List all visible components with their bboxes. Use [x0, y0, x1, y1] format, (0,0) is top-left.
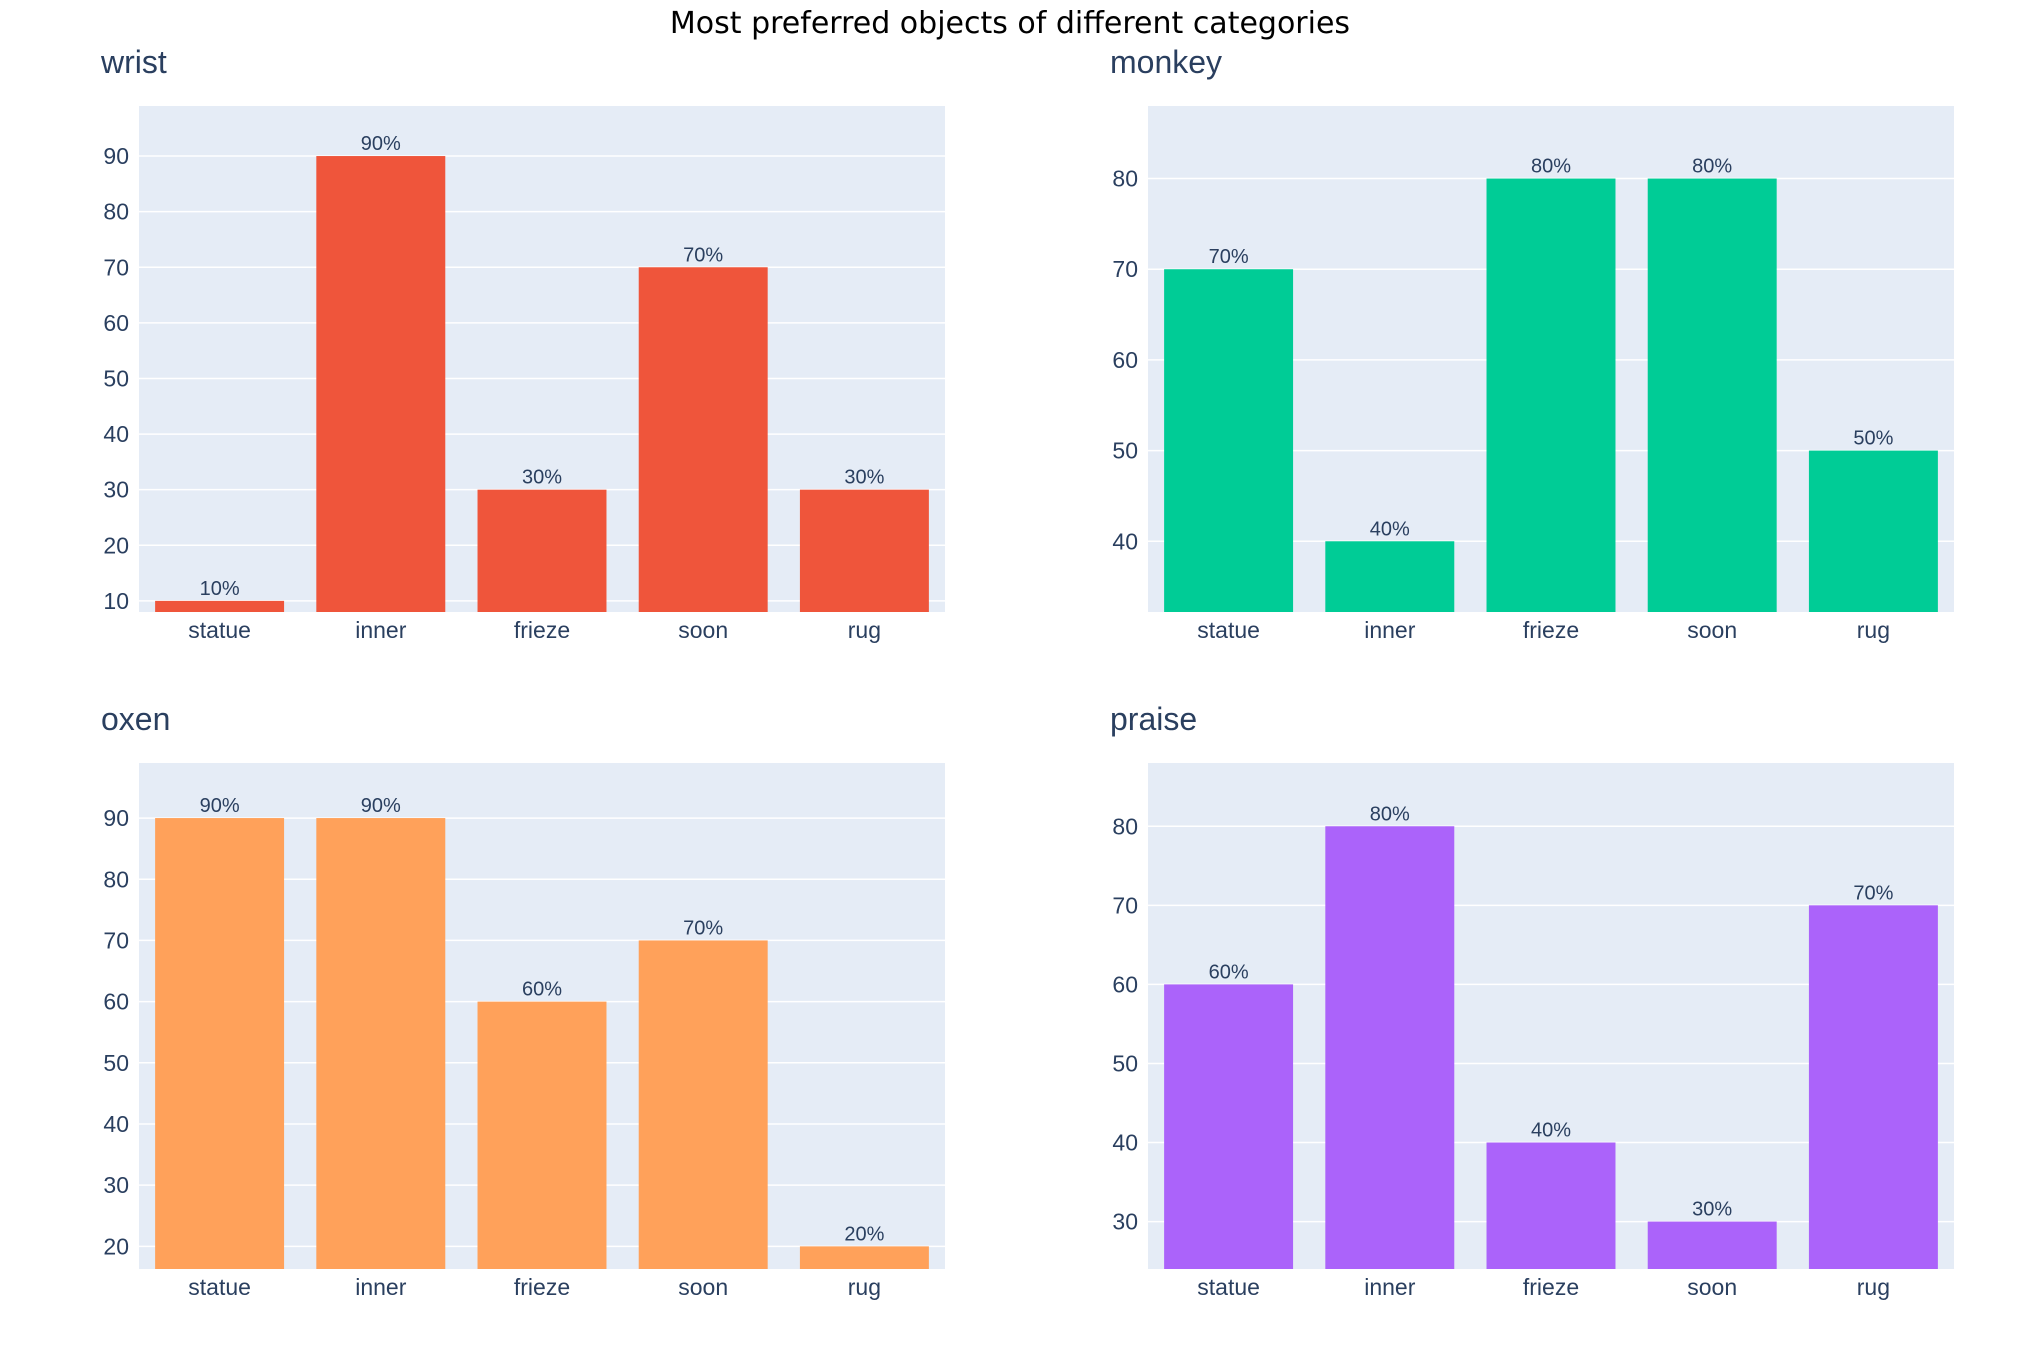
- y-tick-label: 60: [1112, 971, 1138, 997]
- x-tick-label: inner: [355, 1274, 406, 1300]
- x-tick-label: statue: [1197, 1274, 1260, 1300]
- y-tick-label: 90: [103, 805, 129, 831]
- subplot-title: wrist: [100, 44, 167, 80]
- bar-value-label: 70%: [1209, 246, 1249, 268]
- y-tick-label: 50: [103, 365, 129, 391]
- y-tick-label: 60: [103, 989, 129, 1015]
- y-tick-label: 40: [1112, 528, 1138, 554]
- y-tick-label: 70: [103, 254, 129, 280]
- bar-value-label: 70%: [1853, 882, 1893, 904]
- x-tick-label: soon: [678, 1274, 728, 1300]
- bar-inner: [316, 818, 446, 1269]
- y-tick-label: 50: [1112, 1050, 1138, 1076]
- bar-rug: [799, 489, 929, 612]
- y-tick-label: 90: [103, 143, 129, 169]
- bar-soon: [1647, 178, 1777, 612]
- bar-value-label: 10%: [200, 578, 240, 600]
- y-tick-label: 20: [103, 532, 129, 558]
- bar-rug: [1808, 905, 1938, 1269]
- x-tick-label: frieze: [1523, 1274, 1579, 1300]
- bar-rug: [1808, 450, 1938, 612]
- bar-soon: [638, 940, 768, 1269]
- x-tick-label: frieze: [514, 617, 570, 643]
- y-tick-label: 80: [1112, 813, 1138, 839]
- y-tick-label: 80: [1112, 166, 1138, 192]
- bar-inner: [316, 156, 446, 613]
- bar-statue: [1164, 984, 1294, 1269]
- x-tick-label: rug: [1857, 617, 1890, 643]
- y-tick-label: 30: [103, 1172, 129, 1198]
- subplot-title: oxen: [101, 701, 170, 737]
- y-tick-label: 70: [1112, 892, 1138, 918]
- bar-statue: [1164, 269, 1294, 612]
- bar-value-label: 90%: [200, 795, 240, 817]
- subplot-monkey: monkey 40 50 60 70 80 70% statue 40% inner 80% frie…: [1110, 44, 1954, 643]
- x-tick-label: frieze: [514, 1274, 570, 1300]
- bar-value-label: 60%: [522, 979, 562, 1001]
- bar-value-label: 80%: [1370, 803, 1410, 825]
- y-tick-label: 20: [103, 1233, 129, 1259]
- bar-value-label: 60%: [1209, 961, 1249, 983]
- bar-value-label: 80%: [1531, 156, 1571, 178]
- x-tick-label: rug: [1857, 1274, 1890, 1300]
- y-tick-label: 30: [1112, 1209, 1138, 1235]
- subplot-praise: praise 30 40 50 60 70 80 60% statue 80% inner 40% fr…: [1110, 701, 1954, 1300]
- x-tick-label: statue: [188, 617, 251, 643]
- x-tick-label: soon: [678, 617, 728, 643]
- bar-value-label: 40%: [1370, 518, 1410, 540]
- bar-value-label: 80%: [1692, 156, 1732, 178]
- y-tick-label: 70: [103, 927, 129, 953]
- bar-soon: [638, 267, 768, 612]
- x-tick-label: rug: [848, 617, 881, 643]
- bar-rug: [799, 1246, 929, 1269]
- x-tick-label: statue: [188, 1274, 251, 1300]
- bar-value-label: 50%: [1853, 428, 1893, 450]
- figure-title: Most preferred objects of different cate…: [670, 6, 1350, 41]
- bar-value-label: 90%: [361, 795, 401, 817]
- subplot-wrist: wrist 10 20 30 40 50 60 70 80 90 10% statue 90% inner…: [100, 44, 945, 643]
- bar-frieze: [1486, 1142, 1616, 1269]
- bar-frieze: [477, 1001, 607, 1269]
- bar-soon: [1647, 1221, 1777, 1269]
- subplot-title: monkey: [1110, 44, 1222, 80]
- x-tick-label: rug: [848, 1274, 881, 1300]
- x-tick-label: frieze: [1523, 617, 1579, 643]
- bar-inner: [1325, 541, 1455, 612]
- bar-value-label: 40%: [1531, 1120, 1571, 1142]
- bar-frieze: [477, 489, 607, 612]
- bar-value-label: 90%: [361, 133, 401, 155]
- bar-inner: [1325, 826, 1455, 1269]
- x-tick-label: soon: [1687, 617, 1737, 643]
- x-tick-label: inner: [1364, 1274, 1415, 1300]
- y-tick-label: 80: [103, 199, 129, 225]
- y-tick-label: 80: [103, 866, 129, 892]
- bar-value-label: 30%: [522, 467, 562, 489]
- y-tick-label: 40: [103, 421, 129, 447]
- y-tick-label: 10: [103, 588, 129, 614]
- bar-value-label: 20%: [844, 1223, 884, 1245]
- y-tick-label: 50: [1112, 438, 1138, 464]
- bar-value-label: 70%: [683, 244, 723, 266]
- bar-value-label: 70%: [683, 917, 723, 939]
- bar-value-label: 30%: [844, 467, 884, 489]
- y-tick-label: 70: [1112, 256, 1138, 282]
- y-tick-label: 40: [1112, 1130, 1138, 1156]
- y-tick-label: 60: [1112, 347, 1138, 373]
- x-tick-label: inner: [355, 617, 406, 643]
- y-tick-label: 30: [103, 477, 129, 503]
- y-tick-label: 60: [103, 310, 129, 336]
- bar-statue: [155, 818, 285, 1269]
- x-tick-label: statue: [1197, 617, 1260, 643]
- bar-value-label: 30%: [1692, 1199, 1732, 1221]
- bar-frieze: [1486, 178, 1616, 612]
- subplot-oxen: oxen 20 30 40 50 60 70 80 90 90% statue 90% inner 60%…: [101, 701, 945, 1300]
- subplot-title: praise: [1110, 701, 1197, 737]
- x-tick-label: inner: [1364, 617, 1415, 643]
- y-tick-label: 40: [103, 1111, 129, 1137]
- bar-statue: [155, 600, 285, 612]
- x-tick-label: soon: [1687, 1274, 1737, 1300]
- y-tick-label: 50: [103, 1050, 129, 1076]
